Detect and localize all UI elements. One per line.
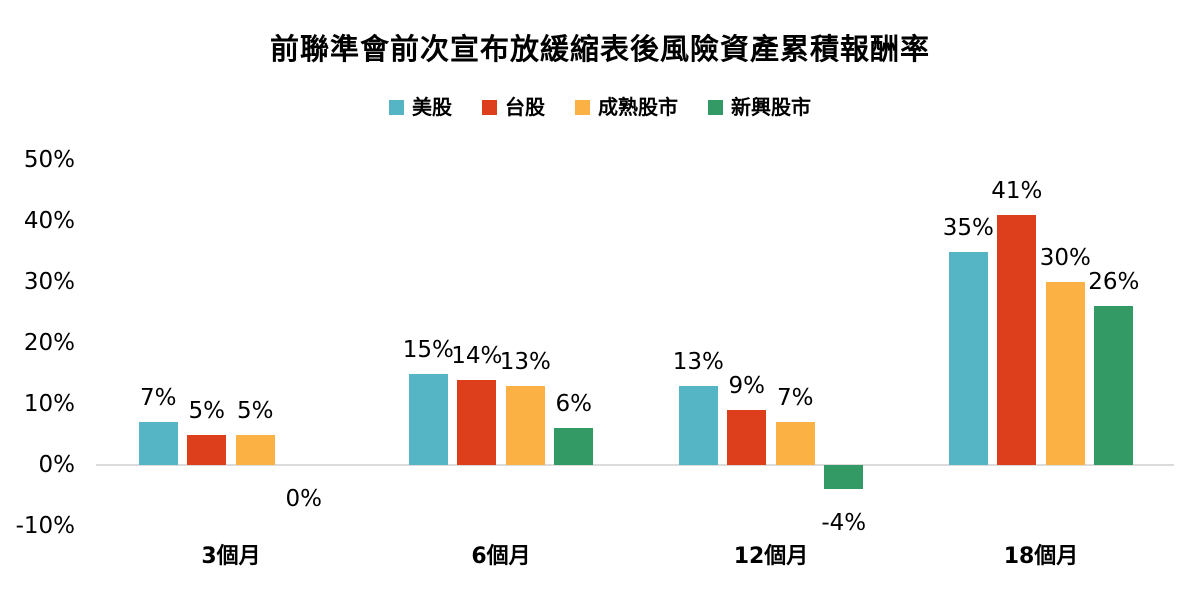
bar-value-label: 13%: [499, 348, 551, 375]
chart-title: 前聯準會前次宣布放緩縮表後風險資產累積報酬率: [269, 32, 930, 66]
bar-value-label: 13%: [672, 348, 724, 375]
y-tick-label: 20%: [23, 330, 75, 356]
bar: [138, 422, 178, 465]
legend-item: 成熟股市: [575, 96, 678, 118]
bar-value-label: 0%: [285, 486, 323, 512]
y-tick-label: 40%: [23, 208, 75, 234]
bar: [235, 434, 275, 465]
bar-value-label: 15%: [402, 336, 454, 363]
bar-value-label: 5%: [188, 397, 226, 424]
bar-value-label: 14%: [451, 342, 503, 369]
bar-value-label: 7%: [777, 385, 814, 412]
x-axis-label: 6個月: [471, 544, 531, 569]
bar-value-label: -4%: [821, 510, 867, 537]
y-tick-label: 0%: [38, 452, 76, 478]
bar: [678, 385, 718, 465]
bar: [554, 428, 594, 465]
bar-value-label: 7%: [140, 385, 177, 412]
legend-label: 新興股市: [731, 95, 811, 119]
y-tick-label: -10%: [15, 513, 75, 539]
legend-swatch-icon: [482, 99, 497, 115]
bar-value-label: 5%: [237, 397, 274, 424]
bar: [727, 410, 767, 465]
x-axis-baseline: [96, 464, 1174, 466]
bar: [408, 373, 448, 465]
legend-swatch-icon: [575, 99, 590, 115]
bar-value-label: 6%: [555, 391, 593, 418]
legend-swatch-icon: [389, 99, 404, 115]
bar: [1045, 282, 1085, 465]
bar: [775, 422, 815, 465]
bar-value-label: 41%: [991, 177, 1043, 204]
bar: [997, 214, 1037, 465]
bar-value-label: 30%: [1039, 245, 1091, 271]
x-axis-label: 12個月: [733, 544, 809, 569]
legend-item: 新興股市: [708, 96, 811, 118]
legend-label: 美股: [412, 95, 452, 119]
x-axis-label: 18個月: [1003, 544, 1079, 569]
bar-value-label: 35%: [942, 214, 994, 241]
y-tick-label: 30%: [23, 269, 75, 295]
y-tick-label: 10%: [23, 391, 75, 417]
legend-item: 台股: [482, 96, 545, 118]
bar-value-label: 9%: [728, 373, 766, 400]
x-axis-label: 3個月: [201, 544, 261, 569]
bar: [457, 379, 497, 465]
bar: [505, 385, 545, 465]
chart-legend: 美股 台股 成熟股市 新興股市: [0, 96, 1200, 118]
legend-item: 美股: [389, 96, 452, 118]
bar: [187, 434, 227, 465]
legend-label: 成熟股市: [598, 95, 678, 119]
bar: [1094, 306, 1134, 465]
y-tick-label: 50%: [23, 147, 75, 173]
bar-value-label: 26%: [1088, 269, 1140, 296]
bar: [824, 465, 864, 490]
legend-label: 台股: [505, 95, 545, 119]
legend-swatch-icon: [708, 99, 723, 115]
bar: [948, 251, 988, 465]
